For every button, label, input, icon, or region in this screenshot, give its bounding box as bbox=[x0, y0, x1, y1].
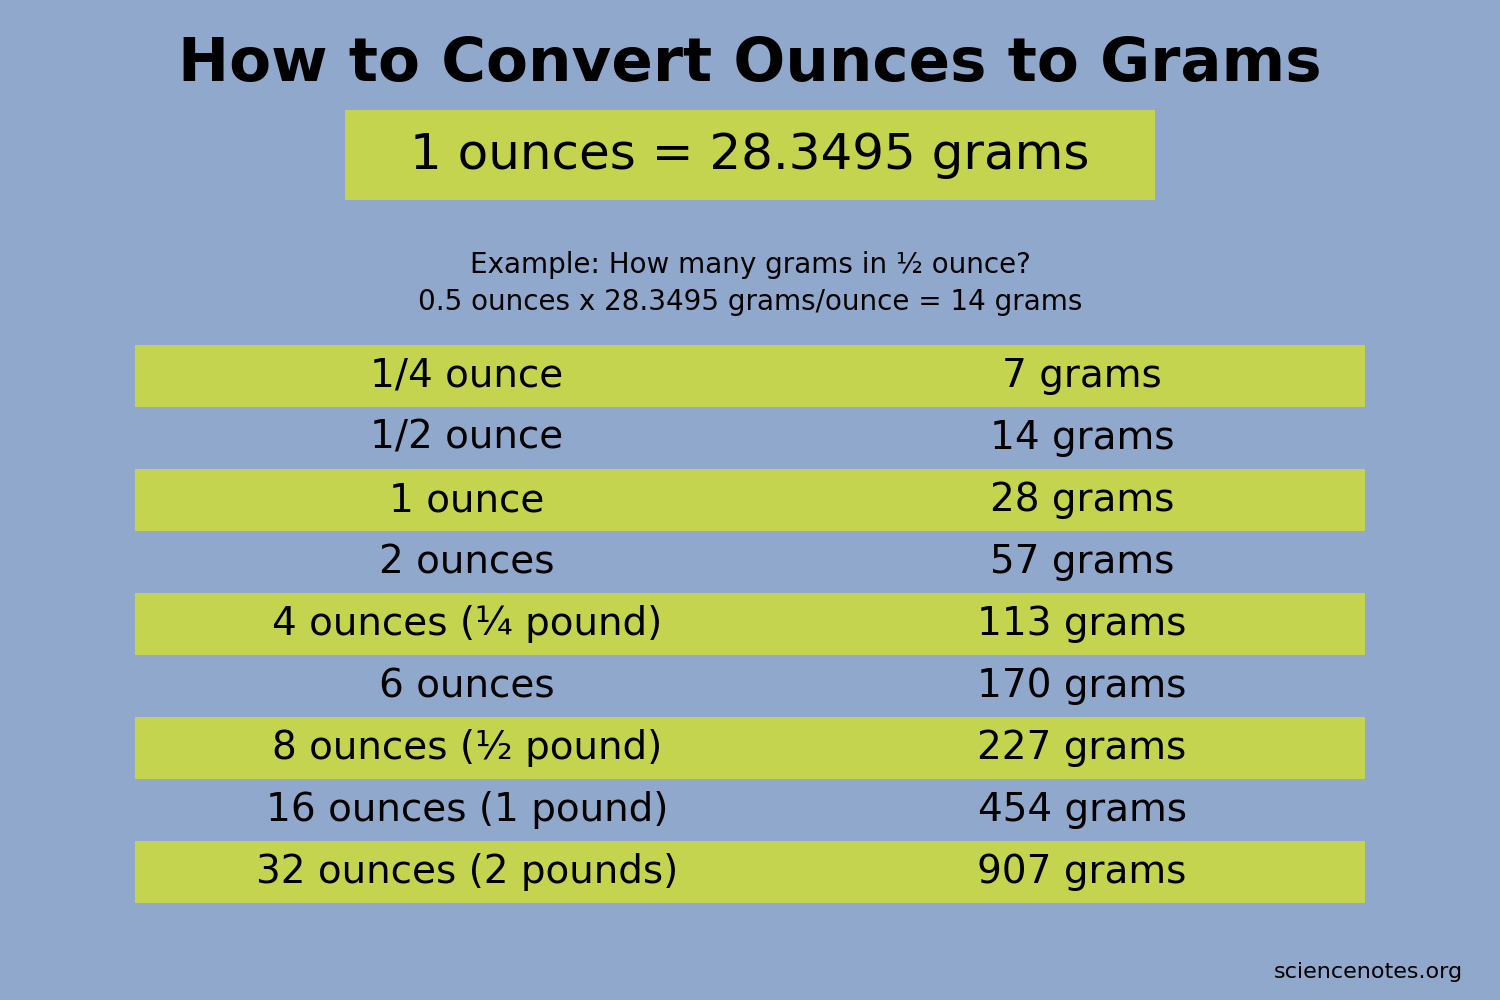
Text: 1 ounces = 28.3495 grams: 1 ounces = 28.3495 grams bbox=[410, 131, 1089, 179]
Text: sciencenotes.org: sciencenotes.org bbox=[1274, 962, 1462, 982]
Text: 170 grams: 170 grams bbox=[978, 667, 1186, 705]
Text: 4 ounces (¼ pound): 4 ounces (¼ pound) bbox=[272, 605, 662, 643]
Text: 1/4 ounce: 1/4 ounce bbox=[370, 357, 564, 395]
Text: 57 grams: 57 grams bbox=[990, 543, 1174, 581]
Text: 0.5 ounces x 28.3495 grams/ounce = 14 grams: 0.5 ounces x 28.3495 grams/ounce = 14 gr… bbox=[419, 288, 1082, 316]
FancyBboxPatch shape bbox=[345, 110, 1155, 200]
Text: 6 ounces: 6 ounces bbox=[380, 667, 555, 705]
FancyBboxPatch shape bbox=[135, 841, 1365, 903]
Text: 8 ounces (½ pound): 8 ounces (½ pound) bbox=[272, 729, 662, 767]
Text: 14 grams: 14 grams bbox=[990, 419, 1174, 457]
FancyBboxPatch shape bbox=[135, 717, 1365, 779]
Text: 1/2 ounce: 1/2 ounce bbox=[370, 419, 564, 457]
Text: 28 grams: 28 grams bbox=[990, 481, 1174, 519]
Text: 7 grams: 7 grams bbox=[1002, 357, 1162, 395]
FancyBboxPatch shape bbox=[135, 345, 1365, 407]
Text: 32 ounces (2 pounds): 32 ounces (2 pounds) bbox=[256, 853, 678, 891]
Text: Example: How many grams in ½ ounce?: Example: How many grams in ½ ounce? bbox=[470, 251, 1030, 279]
Text: 907 grams: 907 grams bbox=[978, 853, 1186, 891]
Text: How to Convert Ounces to Grams: How to Convert Ounces to Grams bbox=[178, 35, 1322, 95]
Text: 1 ounce: 1 ounce bbox=[390, 481, 544, 519]
Text: 2 ounces: 2 ounces bbox=[380, 543, 555, 581]
Text: 16 ounces (1 pound): 16 ounces (1 pound) bbox=[266, 791, 669, 829]
Text: 227 grams: 227 grams bbox=[978, 729, 1186, 767]
FancyBboxPatch shape bbox=[135, 593, 1365, 655]
Text: 454 grams: 454 grams bbox=[978, 791, 1186, 829]
Text: 113 grams: 113 grams bbox=[978, 605, 1186, 643]
FancyBboxPatch shape bbox=[135, 469, 1365, 531]
